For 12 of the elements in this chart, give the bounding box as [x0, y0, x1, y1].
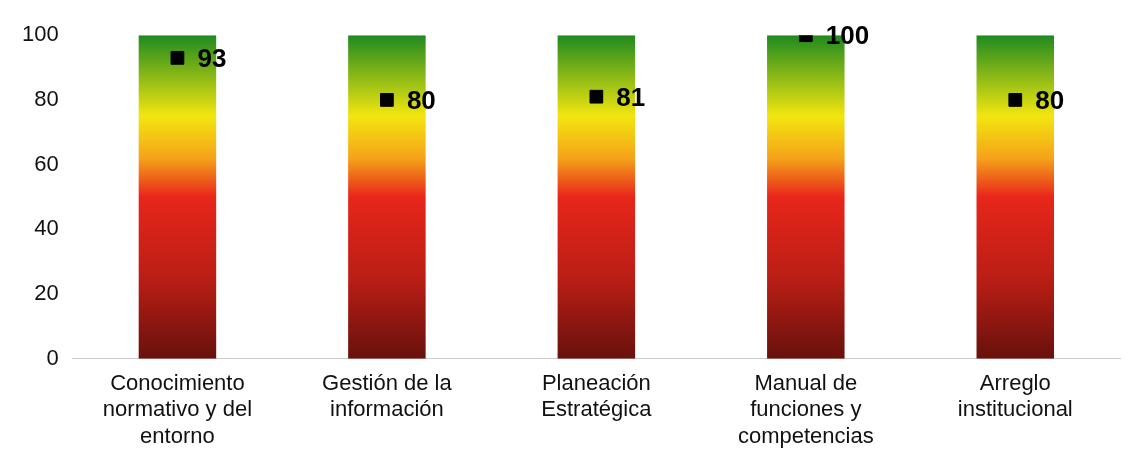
x-tick-label: Planeación Estratégica [541, 370, 653, 422]
y-tick-label: 100 [21, 21, 59, 47]
x-tick-label: Conocimiento normativo y del entorno [102, 370, 253, 448]
y-tick-label: 0 [46, 344, 59, 370]
data-label: 100 [825, 20, 870, 51]
x-tick-label: Manual de funciones y competencias [737, 370, 874, 448]
x-tick-label: Arreglo institucional [957, 370, 1073, 422]
y-tick-label: 20 [34, 280, 59, 306]
x-tick-label: Gestión de la información [322, 370, 453, 422]
y-tick-label: 80 [34, 85, 59, 111]
y-tick-label: 60 [34, 150, 59, 176]
y-tick-label: 40 [34, 215, 59, 241]
